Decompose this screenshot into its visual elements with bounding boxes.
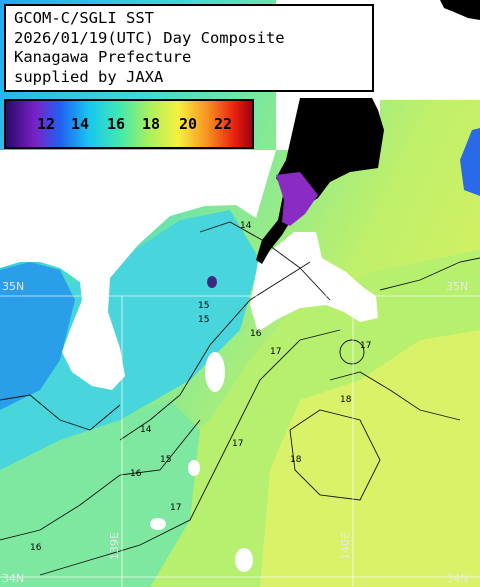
isotherm-14 — [199, 221, 331, 301]
island-oshima — [205, 352, 225, 392]
grid-label-35n-west: 35N — [2, 280, 24, 293]
legend-tick-22: 22 — [213, 115, 233, 133]
contour-label-15-c: 15 — [198, 301, 209, 311]
isotherm-contours — [0, 221, 480, 576]
contour-label-14-b: 14 — [140, 425, 152, 435]
contour-label-17-d: 17 — [232, 439, 243, 449]
grid-label-34n-east: 34N — [446, 572, 468, 585]
isotherm-17 — [39, 329, 341, 576]
grid-label-140e: 140E — [339, 532, 352, 560]
contour-label-18-b: 18 — [290, 455, 302, 465]
land-mass-west — [0, 150, 276, 390]
color-scale-bar — [6, 101, 252, 147]
island-toshima — [235, 548, 253, 572]
isotherm-18 — [329, 371, 461, 421]
grid-label-34n-west: 34N — [2, 572, 24, 585]
grid-label-35n-east: 35N — [446, 280, 468, 293]
island-small-1 — [150, 518, 166, 530]
isotherm-18-loop — [289, 409, 381, 501]
land-mass-east — [250, 232, 378, 332]
legend-tick-18: 18 — [141, 115, 161, 133]
legend-tick-12: 12 — [36, 115, 56, 133]
warmest-water-zone — [260, 330, 480, 587]
contour-label-17-a: 17 — [270, 347, 281, 357]
island-small-2 — [188, 460, 200, 476]
contour-label-15-b: 15 — [160, 455, 171, 465]
legend-tick-20: 20 — [178, 115, 198, 133]
coastal-cyan-zone — [0, 210, 260, 470]
color-scale-legend: 12 14 16 18 20 22 — [4, 99, 254, 149]
grid-label-139e: 139E — [108, 532, 121, 560]
isotherm-bay-14 — [0, 394, 121, 431]
contour-label-17-c: 17 — [360, 341, 371, 351]
cool-bay-zone — [0, 262, 75, 410]
contour-label-16-b: 16 — [130, 469, 142, 479]
graticule — [0, 295, 480, 587]
contour-label-16-a: 16 — [250, 329, 262, 339]
title-line-date: 2026/01/19(UTC) Day Composite — [14, 28, 285, 47]
contour-label-18-a: 18 — [340, 395, 352, 405]
isotherm-16 — [0, 419, 201, 541]
isotherm-15 — [119, 261, 311, 441]
contour-label-14-a: 14 — [240, 221, 252, 231]
isotherm-18-east — [379, 257, 480, 291]
cold-patch-east — [460, 128, 480, 196]
cold-coastal-patch — [276, 172, 318, 226]
title-line-credit: supplied by JAXA — [14, 67, 164, 86]
cloud-corner — [440, 0, 480, 20]
contour-label-15-a: 15 — [198, 315, 209, 325]
contour-label-17-b: 17 — [170, 503, 181, 513]
legend-tick-16: 16 — [106, 115, 126, 133]
title-box: GCOM-C/SGLI SST 2026/01/19(UTC) Day Comp… — [4, 4, 374, 92]
title-line-region: Kanagawa Prefecture — [14, 48, 192, 66]
legend-tick-14: 14 — [70, 115, 90, 133]
island-small-3 — [207, 276, 217, 288]
isotherm-17-ring — [339, 339, 365, 365]
title-line-sensor: GCOM-C/SGLI SST — [14, 9, 154, 27]
contour-label-16-c: 16 — [30, 543, 42, 553]
